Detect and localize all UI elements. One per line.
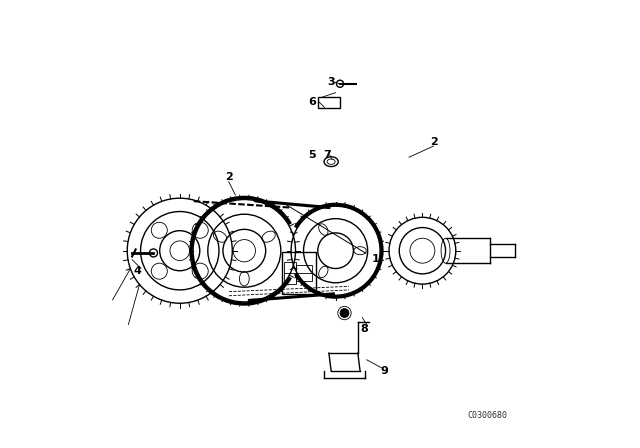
Text: 2: 2 [225,172,232,182]
Circle shape [340,309,349,318]
Bar [284,262,296,284]
Bar [282,252,316,294]
Text: 1: 1 [287,205,379,264]
Text: 2: 2 [429,137,437,146]
Text: C0300680: C0300680 [467,411,507,420]
Bar [296,265,312,281]
Text: 3: 3 [327,77,335,86]
Text: 5: 5 [308,150,316,160]
Text: 6: 6 [308,97,316,107]
Bar [318,97,340,108]
Text: 8: 8 [361,323,369,334]
Text: 9: 9 [381,366,388,376]
Text: 7: 7 [323,150,330,160]
Text: 4: 4 [134,266,141,276]
